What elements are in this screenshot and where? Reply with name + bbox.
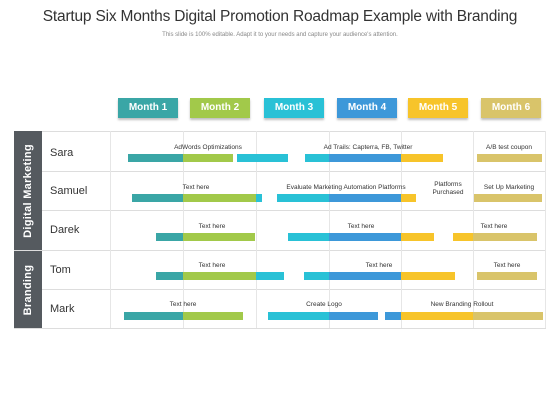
month-6-label: Month 6: [491, 102, 531, 113]
task-label: Text here: [347, 223, 375, 230]
task-bar: [183, 154, 233, 162]
task-bar: [329, 154, 401, 162]
task-bar: [183, 312, 243, 320]
task-bar: [156, 272, 183, 280]
row-name-tom: Tom: [50, 264, 71, 276]
task-bar: [401, 233, 434, 241]
task-label: Text here: [169, 301, 197, 308]
task-bar: [473, 233, 537, 241]
task-bar: [277, 194, 329, 202]
group-label: Digital Marketing: [22, 143, 34, 238]
task-bar: [329, 233, 401, 241]
grid-line-row1: [42, 171, 546, 172]
task-bar: [256, 272, 284, 280]
grid-col-divider: [329, 131, 330, 328]
slide-subtitle: This slide is 100% editable. Adapt it to…: [162, 32, 398, 38]
task-bar: [268, 312, 329, 320]
task-bar: [329, 272, 401, 280]
row-name-mark: Mark: [50, 303, 75, 315]
task-bar: [288, 233, 329, 241]
task-bar: [256, 194, 262, 202]
grid-col-divider: [256, 131, 257, 328]
slide-title: Startup Six Months Digital Promotion Roa…: [42, 8, 518, 25]
task-bar: [329, 194, 401, 202]
month-3-label: Month 3: [274, 102, 314, 113]
task-label: New Branding Rollout: [430, 301, 494, 308]
grid-col-divider: [401, 131, 402, 328]
grid-col-divider: [183, 131, 184, 328]
task-bar: [453, 233, 473, 241]
grid-col-divider: [473, 131, 474, 328]
grid-line-group: [14, 250, 546, 251]
task-bar: [183, 194, 256, 202]
task-bar: [132, 194, 183, 202]
task-label: Text here: [493, 262, 521, 269]
task-bar: [477, 154, 542, 162]
task-label: Ad Trails: Capterra, FB, Twitter: [323, 144, 413, 151]
row-name-sara: Sara: [50, 147, 74, 159]
month-6-header: Month 6: [481, 98, 541, 118]
task-bar: [237, 154, 288, 162]
task-label: AdWords Optimizations: [174, 144, 242, 151]
task-bar: [473, 312, 543, 320]
month-2-header: Month 2: [190, 98, 250, 118]
task-label: Evaluate Marketing Automation Platforms: [286, 184, 406, 191]
task-bar: [477, 272, 537, 280]
task-bar: [183, 233, 255, 241]
task-bar: [305, 154, 329, 162]
month-4-header: Month 4: [337, 98, 397, 118]
task-label: Text here: [480, 223, 508, 230]
task-bar: [401, 194, 416, 202]
task-label: Text here: [198, 223, 226, 230]
task-bar: [329, 312, 378, 320]
task-bar: [474, 194, 542, 202]
task-bar: [385, 312, 401, 320]
grid-col-divider: [545, 131, 546, 328]
task-label: Set Up Marketing: [483, 184, 535, 191]
task-label: Text here: [365, 262, 393, 269]
grid-line-top: [14, 131, 546, 132]
grid-line-bottom: [14, 328, 546, 329]
grid-col-divider: [110, 131, 111, 328]
group-digital-marketing: Digital Marketing: [14, 131, 42, 250]
task-bar: [304, 272, 329, 280]
task-bar: [183, 272, 256, 280]
row-name-darek: Darek: [50, 224, 80, 236]
group-branding: Branding: [14, 251, 42, 328]
month-5-header: Month 5: [408, 98, 468, 118]
task-label: Text here: [182, 184, 210, 191]
task-bar: [128, 154, 183, 162]
month-4-label: Month 4: [347, 102, 387, 113]
task-bar: [401, 272, 455, 280]
month-1-label: Month 1: [128, 102, 168, 113]
month-1-header: Month 1: [118, 98, 178, 118]
task-label: Platforms Purchased: [432, 181, 464, 196]
task-bar: [156, 233, 183, 241]
group-label: Branding: [22, 264, 34, 315]
task-label: Text here: [198, 262, 226, 269]
task-label: Create Logo: [306, 301, 342, 308]
task-bar: [401, 154, 443, 162]
grid-line-row4: [42, 289, 546, 290]
month-3-header: Month 3: [264, 98, 324, 118]
month-2-label: Month 2: [200, 102, 240, 113]
task-bar: [401, 312, 473, 320]
task-label: A/B test coupon: [486, 144, 532, 151]
grid-line-row2: [42, 210, 546, 211]
month-5-label: Month 5: [418, 102, 458, 113]
row-name-samuel: Samuel: [50, 185, 88, 197]
task-bar: [124, 312, 183, 320]
